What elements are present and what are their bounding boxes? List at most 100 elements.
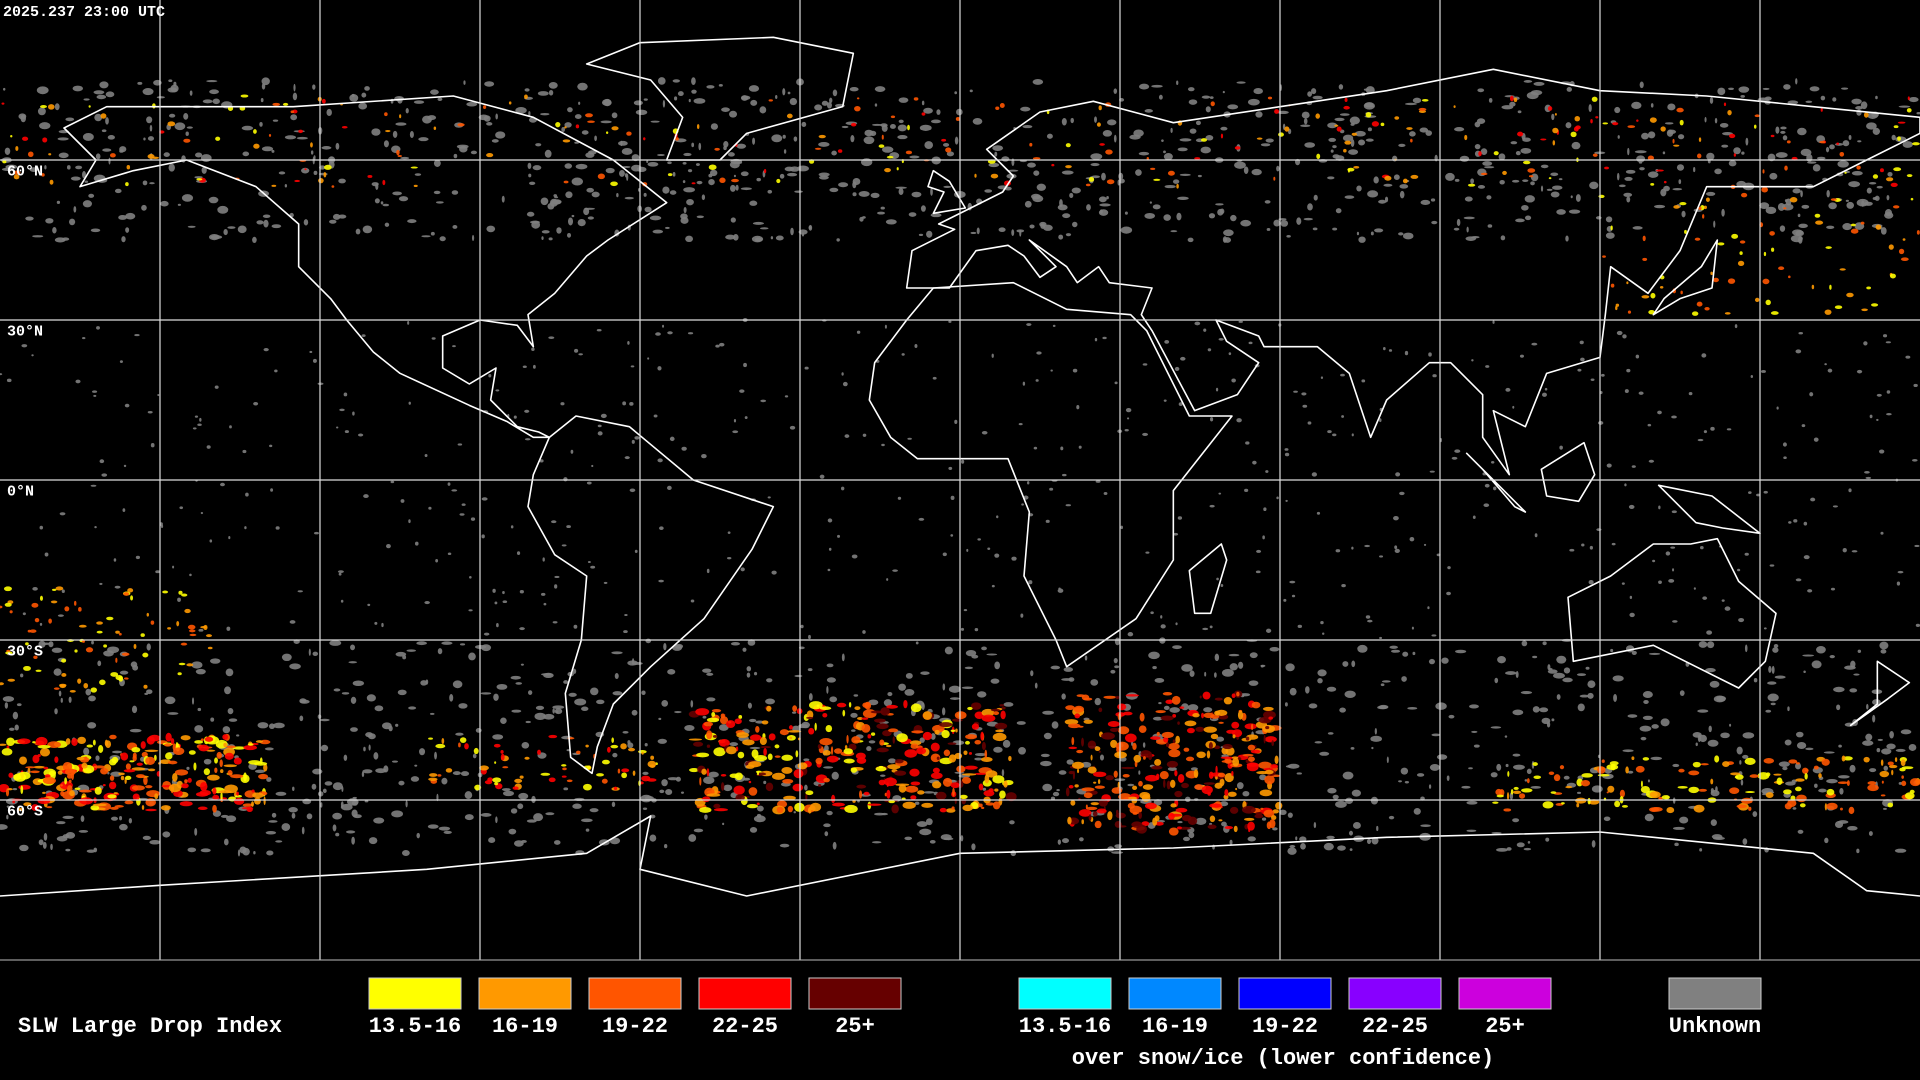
cloud-patch — [1152, 204, 1161, 210]
cloud-patch — [1245, 736, 1250, 741]
cloud-patch — [1559, 765, 1565, 770]
cloud-patch — [1214, 710, 1221, 716]
cloud-patch — [1416, 773, 1425, 777]
cloud-patch — [1681, 210, 1686, 218]
cloud-patch — [1195, 817, 1207, 825]
cloud-patch — [197, 423, 202, 427]
cloud-patch — [160, 805, 171, 811]
cloud-patch — [634, 436, 640, 440]
cloud-patch — [1428, 352, 1432, 357]
cloud-patch — [729, 110, 738, 118]
cloud-patch — [174, 122, 186, 131]
cloud-patch — [1223, 696, 1233, 705]
cloud-patch — [1254, 813, 1264, 819]
cloud-patch — [84, 180, 89, 183]
cloud-patch — [226, 626, 231, 631]
cloud-patch — [823, 777, 830, 783]
cloud-patch — [837, 534, 841, 538]
cloud-patch — [1720, 732, 1730, 739]
cloud-patch — [332, 812, 343, 820]
cloud-patch — [1181, 664, 1193, 672]
cloud-patch — [524, 94, 528, 100]
cloud-patch — [1841, 87, 1849, 90]
cloud-patch — [851, 554, 858, 559]
cloud-patch — [1818, 773, 1822, 779]
cloud-patch — [1103, 695, 1117, 699]
cloud-patch — [329, 219, 337, 224]
cloud-patch — [311, 783, 317, 790]
cloud-patch — [988, 788, 994, 793]
cloud-patch — [425, 679, 429, 685]
cloud-patch — [1420, 824, 1431, 827]
cloud-patch — [552, 705, 565, 710]
cloud-patch — [930, 187, 933, 196]
cloud-patch — [929, 840, 936, 844]
cloud-patch — [1472, 515, 1476, 520]
cloud-patch — [942, 683, 946, 691]
cloud-patch — [1820, 95, 1826, 101]
cloud-patch — [662, 99, 666, 108]
cloud-patch — [1094, 697, 1102, 706]
cloud-patch — [1404, 781, 1409, 784]
cloud-patch — [1486, 195, 1492, 200]
cloud-patch — [1152, 817, 1158, 826]
cloud-patch — [972, 118, 983, 125]
cloud-patch — [1701, 353, 1707, 358]
cloud-patch — [726, 720, 736, 729]
cloud-patch — [527, 162, 532, 169]
cloud-patch — [674, 643, 684, 649]
cloud-patch — [524, 756, 530, 760]
cloud-patch — [1612, 122, 1619, 126]
cloud-patch — [917, 790, 925, 795]
cloud-patch — [749, 718, 757, 723]
cloud-patch — [137, 81, 143, 85]
cloud-patch — [1724, 606, 1731, 611]
cloud-patch — [1750, 374, 1754, 379]
cloud-patch — [1879, 168, 1884, 173]
cloud-patch — [1551, 718, 1555, 722]
cloud-patch — [37, 797, 51, 805]
cloud-patch — [146, 643, 151, 651]
cloud-patch — [197, 707, 202, 712]
cloud-patch — [1710, 819, 1717, 826]
cloud-patch — [1627, 147, 1630, 156]
cloud-patch — [1857, 140, 1862, 143]
cloud-patch — [1260, 664, 1264, 668]
cloud-patch — [120, 775, 125, 781]
cloud-patch — [338, 178, 346, 184]
lat-label: 30°S — [7, 644, 43, 661]
cloud-patch — [264, 747, 274, 751]
cloud-patch — [1156, 731, 1160, 736]
cloud-patch — [86, 849, 96, 853]
cloud-patch — [581, 706, 589, 712]
cloud-patch — [341, 692, 350, 695]
cloud-patch — [735, 794, 745, 801]
cloud-patch — [706, 85, 715, 89]
cloud-patch — [930, 119, 941, 124]
cloud-patch — [1524, 215, 1532, 221]
cloud-patch — [823, 766, 834, 769]
cloud-patch — [1210, 733, 1219, 740]
cloud-patch — [720, 782, 725, 791]
cloud-patch — [1284, 702, 1288, 707]
cloud-patch — [1229, 806, 1239, 814]
cloud-patch — [622, 731, 629, 734]
cloud-patch — [1237, 710, 1244, 720]
cloud-patch — [88, 193, 95, 198]
cloud-patch — [978, 803, 983, 808]
cloud-patch — [135, 555, 141, 560]
cloud-patch — [1836, 142, 1840, 145]
legend-swatch — [588, 977, 682, 1010]
cloud-patch — [1842, 756, 1853, 761]
cloud-patch — [1533, 775, 1542, 779]
cloud-patch — [168, 79, 173, 82]
cloud-patch — [897, 135, 908, 140]
cloud-patch — [826, 663, 834, 668]
cloud-patch — [864, 129, 874, 137]
cloud-patch — [1260, 143, 1271, 147]
cloud-patch — [1247, 98, 1260, 106]
cloud-patch — [106, 616, 114, 621]
cloud-patch — [1090, 754, 1093, 761]
cloud-patch — [1142, 756, 1146, 760]
cloud-patch — [99, 582, 103, 585]
